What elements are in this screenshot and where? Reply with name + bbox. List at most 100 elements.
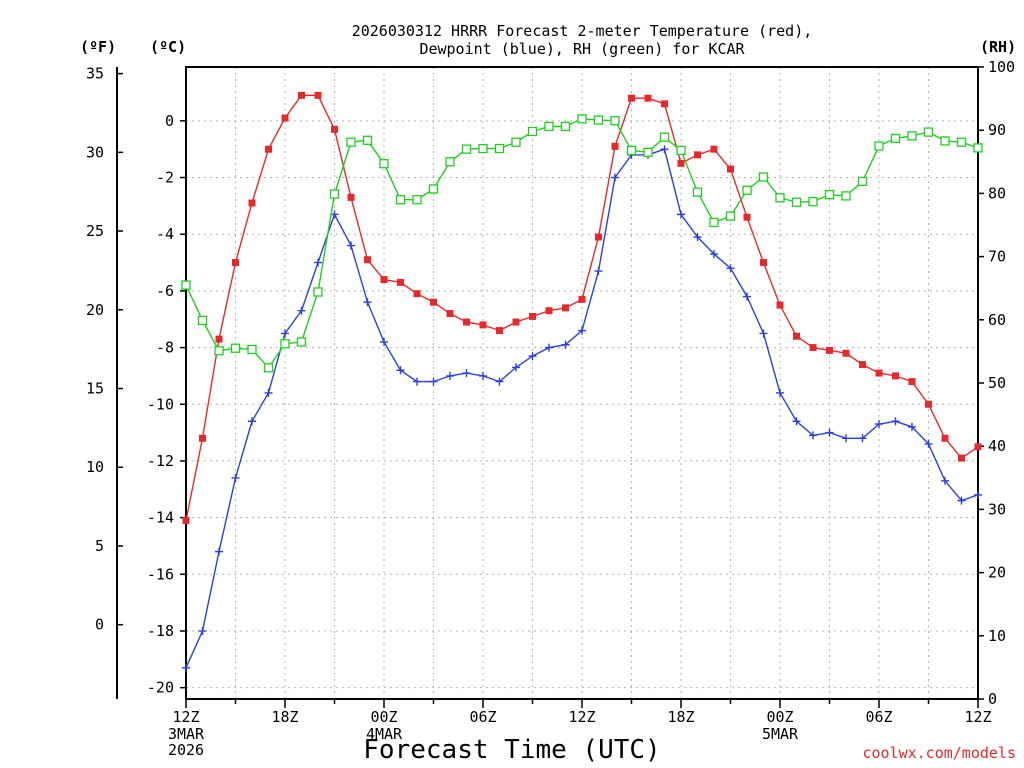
dewpoint-point: [182, 663, 190, 672]
temperature-point: [595, 233, 602, 241]
rh-point: [412, 195, 422, 205]
temperature-point: [446, 310, 454, 318]
rh-point: [659, 132, 670, 142]
dewpoint-point: [693, 233, 702, 242]
dewpoint-point: [710, 250, 718, 259]
dewpoint-point: [512, 363, 520, 372]
temperature-point: [397, 278, 404, 286]
dewpoint-point: [726, 264, 735, 273]
axes: 353025201510500-2-4-6-8-10-12-14-16-18-2…: [86, 58, 1015, 759]
dewpoint-point: [198, 626, 207, 635]
dewpoint-point: [429, 377, 438, 386]
rh-point: [692, 187, 703, 197]
x-tick-sublabel: 4MAR: [366, 725, 403, 743]
temperature-point: [842, 349, 850, 357]
rh-point: [758, 172, 769, 182]
rh-point: [956, 137, 967, 147]
dewpoint-point: [759, 329, 768, 338]
temperature-point: [694, 151, 701, 159]
temperature-point: [331, 125, 338, 133]
dewpoint-point: [495, 377, 504, 386]
rh-point: [824, 190, 835, 200]
dewpoint-point: [363, 298, 372, 307]
rh-point: [511, 137, 521, 147]
dewpoint-point: [479, 371, 487, 380]
temperature-point: [232, 259, 239, 267]
dewpoint-point: [792, 417, 801, 426]
rh-point: [593, 115, 604, 125]
temperature-point: [562, 304, 569, 312]
rh-point: [890, 133, 901, 144]
celsius-tick-label: -10: [147, 395, 174, 413]
series-temperature: [182, 91, 982, 524]
temperature-point: [677, 159, 685, 167]
rh-point: [857, 176, 868, 187]
temperature-point: [248, 199, 256, 207]
temperature-point: [479, 321, 487, 329]
celsius-unit-label: (ºC): [150, 38, 186, 56]
rh-point: [841, 191, 851, 201]
temperature-point: [314, 91, 322, 99]
fahrenheit-tick-label: 30: [86, 143, 104, 161]
temperature-point: [281, 114, 289, 122]
dewpoint-point: [264, 388, 273, 397]
temperature-point: [974, 443, 982, 451]
dewpoint-point: [446, 371, 454, 380]
rh-tick-label: 40: [988, 437, 1006, 455]
temperature-point: [380, 276, 388, 284]
rh-tick-label: 0: [988, 690, 997, 708]
rh-point: [808, 196, 818, 207]
temperature-point: [925, 400, 932, 408]
rh-point: [626, 145, 637, 156]
x-tick-label: 06Z: [865, 708, 892, 726]
rh-point: [973, 143, 983, 153]
rh-tick-label: 70: [988, 248, 1006, 266]
rh-unit-label: (RH): [980, 38, 1016, 56]
rh-point: [395, 195, 406, 205]
temperature-point: [875, 369, 883, 377]
dewpoint-point: [380, 337, 388, 346]
temperature-point: [512, 318, 520, 326]
rh-point: [527, 126, 538, 137]
celsius-tick-label: -12: [147, 452, 174, 470]
celsius-tick-label: -14: [147, 509, 174, 527]
temperature-point: [463, 318, 470, 326]
rh-tick-label: 30: [988, 500, 1006, 518]
celsius-tick-label: -16: [147, 565, 174, 583]
x-tick-label: 06Z: [469, 708, 496, 726]
rh-tick-label: 10: [988, 627, 1006, 645]
rh-point: [775, 193, 785, 203]
rh-point: [643, 147, 653, 157]
dewpoint-point: [660, 145, 669, 154]
temperature-point: [644, 94, 652, 102]
celsius-tick-label: -6: [156, 282, 174, 300]
fahrenheit-tick-label: 20: [86, 301, 104, 319]
chart-title-line-1: 2026030312 HRRR Forecast 2-meter Tempera…: [352, 22, 813, 40]
temperature-point: [710, 145, 718, 153]
fahrenheit-tick-label: 15: [86, 380, 104, 398]
credit-text: coolwx.com/models: [862, 744, 1016, 762]
fahrenheit-tick-label: 10: [86, 458, 104, 476]
temperature-point: [545, 307, 553, 315]
dewpoint-point: [825, 428, 834, 437]
rh-point: [329, 189, 340, 199]
rh-point: [874, 141, 884, 151]
x-tick-sublabel: 2026: [168, 741, 204, 759]
dewpoint-point: [924, 439, 933, 448]
temperature-point: [298, 91, 305, 99]
temperature-point: [199, 434, 206, 442]
temperature-point: [793, 332, 800, 340]
rh-tick-label: 80: [988, 184, 1006, 202]
rh-point: [610, 116, 620, 126]
dewpoint-point: [396, 366, 405, 375]
x-tick-label: 12Z: [964, 708, 991, 726]
rh-tick-label: 50: [988, 374, 1006, 392]
dewpoint-point: [462, 369, 471, 378]
temperature-point: [727, 165, 734, 173]
fahrenheit-tick-label: 25: [86, 222, 104, 240]
temperature-point: [496, 327, 503, 335]
temperature-point: [628, 94, 635, 102]
rh-point: [379, 159, 389, 169]
x-tick-sublabel: 5MAR: [762, 725, 799, 743]
rh-point: [560, 121, 571, 132]
